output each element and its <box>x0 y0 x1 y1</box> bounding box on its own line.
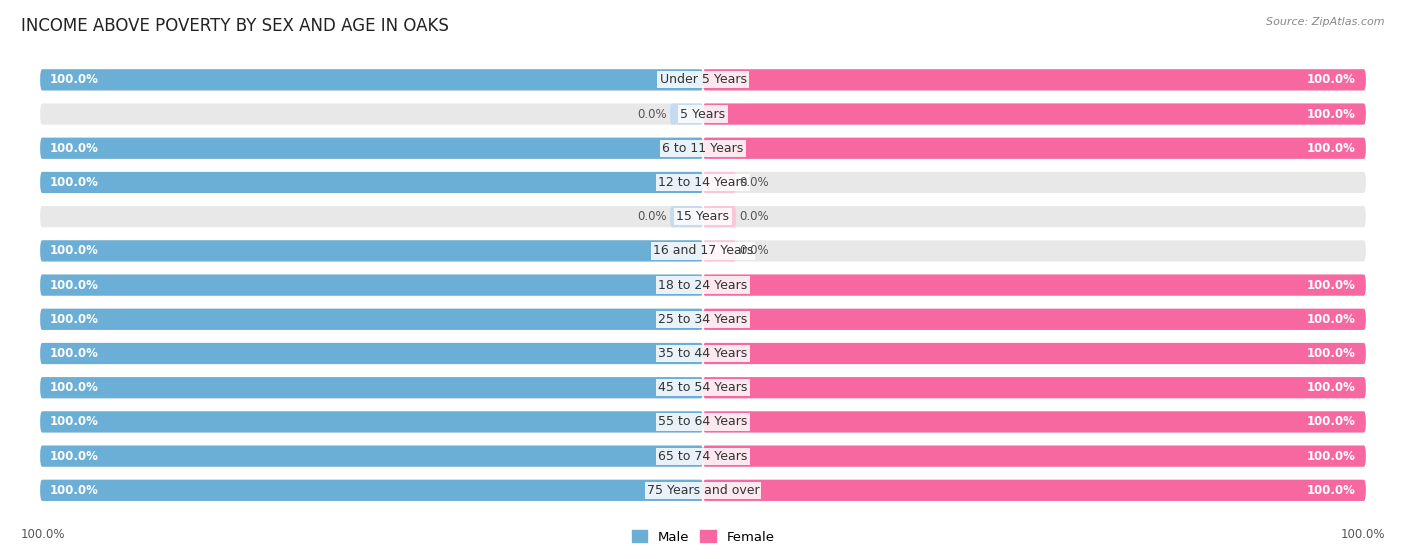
FancyBboxPatch shape <box>703 69 1365 91</box>
FancyBboxPatch shape <box>703 172 737 193</box>
FancyBboxPatch shape <box>41 343 703 364</box>
Text: 15 Years: 15 Years <box>676 210 730 223</box>
FancyBboxPatch shape <box>703 480 1365 501</box>
Text: 100.0%: 100.0% <box>51 142 98 155</box>
Text: 100.0%: 100.0% <box>51 73 98 86</box>
FancyBboxPatch shape <box>703 274 1365 296</box>
FancyBboxPatch shape <box>703 274 1365 296</box>
FancyBboxPatch shape <box>703 69 1365 91</box>
FancyBboxPatch shape <box>703 103 1365 125</box>
FancyBboxPatch shape <box>703 240 1365 262</box>
Text: 100.0%: 100.0% <box>51 244 98 257</box>
Text: 12 to 14 Years: 12 to 14 Years <box>658 176 748 189</box>
FancyBboxPatch shape <box>703 206 737 228</box>
FancyBboxPatch shape <box>669 206 703 228</box>
Text: 35 to 44 Years: 35 to 44 Years <box>658 347 748 360</box>
Text: 100.0%: 100.0% <box>1308 278 1355 292</box>
FancyBboxPatch shape <box>703 138 1365 159</box>
FancyBboxPatch shape <box>703 480 1365 501</box>
FancyBboxPatch shape <box>703 377 1365 399</box>
Text: 0.0%: 0.0% <box>740 210 769 223</box>
Text: 45 to 54 Years: 45 to 54 Years <box>658 381 748 394</box>
FancyBboxPatch shape <box>41 69 703 91</box>
Text: 0.0%: 0.0% <box>637 210 666 223</box>
Text: 100.0%: 100.0% <box>1308 107 1355 121</box>
FancyBboxPatch shape <box>703 309 1365 330</box>
Text: 100.0%: 100.0% <box>1308 449 1355 463</box>
FancyBboxPatch shape <box>41 480 703 501</box>
FancyBboxPatch shape <box>41 377 703 399</box>
FancyBboxPatch shape <box>41 138 703 159</box>
Text: 100.0%: 100.0% <box>51 449 98 463</box>
FancyBboxPatch shape <box>41 206 703 228</box>
FancyBboxPatch shape <box>41 446 703 467</box>
Text: 100.0%: 100.0% <box>51 381 98 394</box>
Text: 0.0%: 0.0% <box>740 176 769 189</box>
Text: 0.0%: 0.0% <box>740 244 769 257</box>
FancyBboxPatch shape <box>41 377 703 399</box>
Text: 100.0%: 100.0% <box>51 347 98 360</box>
FancyBboxPatch shape <box>41 411 703 433</box>
FancyBboxPatch shape <box>703 411 1365 433</box>
Text: 5 Years: 5 Years <box>681 107 725 121</box>
Text: 65 to 74 Years: 65 to 74 Years <box>658 449 748 463</box>
FancyBboxPatch shape <box>41 138 703 159</box>
FancyBboxPatch shape <box>703 206 1365 228</box>
Text: 6 to 11 Years: 6 to 11 Years <box>662 142 744 155</box>
FancyBboxPatch shape <box>703 172 1365 193</box>
Text: Source: ZipAtlas.com: Source: ZipAtlas.com <box>1267 17 1385 27</box>
Text: 100.0%: 100.0% <box>51 278 98 292</box>
Text: 100.0%: 100.0% <box>1308 381 1355 394</box>
Text: 100.0%: 100.0% <box>51 415 98 428</box>
Text: Under 5 Years: Under 5 Years <box>659 73 747 86</box>
Text: 100.0%: 100.0% <box>1308 484 1355 497</box>
FancyBboxPatch shape <box>703 411 1365 433</box>
FancyBboxPatch shape <box>41 411 703 433</box>
Text: 75 Years and over: 75 Years and over <box>647 484 759 497</box>
FancyBboxPatch shape <box>41 172 703 193</box>
FancyBboxPatch shape <box>703 309 1365 330</box>
FancyBboxPatch shape <box>703 343 1365 364</box>
FancyBboxPatch shape <box>703 377 1365 399</box>
FancyBboxPatch shape <box>41 103 703 125</box>
Text: 100.0%: 100.0% <box>1340 528 1385 541</box>
Text: 100.0%: 100.0% <box>1308 415 1355 428</box>
FancyBboxPatch shape <box>41 240 703 262</box>
Text: 100.0%: 100.0% <box>51 313 98 326</box>
FancyBboxPatch shape <box>703 103 1365 125</box>
FancyBboxPatch shape <box>703 446 1365 467</box>
FancyBboxPatch shape <box>703 446 1365 467</box>
FancyBboxPatch shape <box>41 446 703 467</box>
FancyBboxPatch shape <box>703 138 1365 159</box>
Text: INCOME ABOVE POVERTY BY SEX AND AGE IN OAKS: INCOME ABOVE POVERTY BY SEX AND AGE IN O… <box>21 17 449 35</box>
Legend: Male, Female: Male, Female <box>626 525 780 549</box>
Text: 100.0%: 100.0% <box>1308 73 1355 86</box>
Text: 16 and 17 Years: 16 and 17 Years <box>652 244 754 257</box>
Text: 25 to 34 Years: 25 to 34 Years <box>658 313 748 326</box>
Text: 0.0%: 0.0% <box>637 107 666 121</box>
Text: 100.0%: 100.0% <box>51 484 98 497</box>
FancyBboxPatch shape <box>41 480 703 501</box>
FancyBboxPatch shape <box>669 103 703 125</box>
FancyBboxPatch shape <box>41 274 703 296</box>
Text: 100.0%: 100.0% <box>1308 313 1355 326</box>
FancyBboxPatch shape <box>41 343 703 364</box>
FancyBboxPatch shape <box>41 309 703 330</box>
FancyBboxPatch shape <box>41 309 703 330</box>
FancyBboxPatch shape <box>41 69 703 91</box>
FancyBboxPatch shape <box>703 240 737 262</box>
FancyBboxPatch shape <box>41 274 703 296</box>
Text: 100.0%: 100.0% <box>1308 347 1355 360</box>
Text: 100.0%: 100.0% <box>51 176 98 189</box>
FancyBboxPatch shape <box>41 172 703 193</box>
Text: 100.0%: 100.0% <box>21 528 66 541</box>
Text: 100.0%: 100.0% <box>1308 142 1355 155</box>
FancyBboxPatch shape <box>41 240 703 262</box>
Text: 55 to 64 Years: 55 to 64 Years <box>658 415 748 428</box>
FancyBboxPatch shape <box>703 343 1365 364</box>
Text: 18 to 24 Years: 18 to 24 Years <box>658 278 748 292</box>
